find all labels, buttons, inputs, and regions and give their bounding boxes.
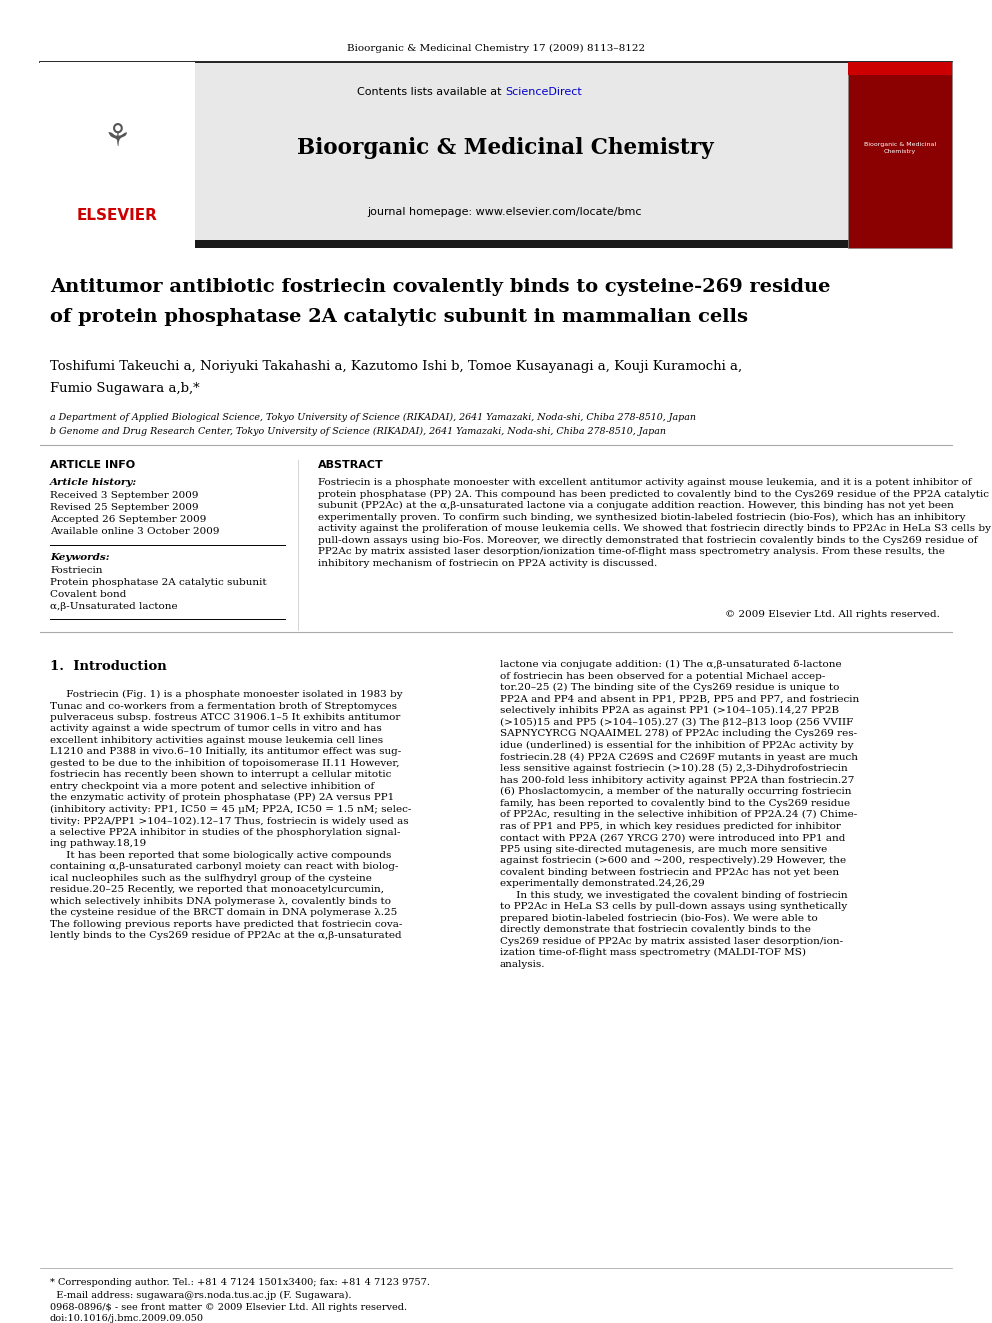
Text: Fostriecin (Fig. 1) is a phosphate monoester isolated in 1983 by
Tunac and co-wo: Fostriecin (Fig. 1) is a phosphate monoe… (50, 691, 412, 941)
Bar (40, 62, 952, 247)
Text: lactone via conjugate addition: (1) The α,β-unsaturated δ-lactone
of fostriecin : lactone via conjugate addition: (1) The … (500, 660, 859, 968)
Text: ⚘: ⚘ (103, 123, 131, 152)
Bar (40, 62, 195, 247)
Text: Contents lists available at: Contents lists available at (357, 87, 505, 97)
Text: Article history:: Article history: (50, 478, 137, 487)
Text: Received 3 September 2009: Received 3 September 2009 (50, 491, 198, 500)
Text: Accepted 26 September 2009: Accepted 26 September 2009 (50, 515, 206, 524)
Bar (40, 239, 952, 247)
Text: E-mail address: sugawara@rs.noda.tus.ac.jp (F. Sugawara).: E-mail address: sugawara@rs.noda.tus.ac.… (50, 1291, 351, 1301)
Text: Bioorganic & Medicinal Chemistry 17 (2009) 8113–8122: Bioorganic & Medicinal Chemistry 17 (200… (347, 44, 645, 53)
Bar (848, 62, 952, 247)
Text: Fostriecin: Fostriecin (50, 566, 102, 576)
Text: a Department of Applied Biological Science, Tokyo University of Science (RIKADAI: a Department of Applied Biological Scien… (50, 413, 696, 422)
Text: journal homepage: www.elsevier.com/locate/bmc: journal homepage: www.elsevier.com/locat… (368, 206, 642, 217)
Text: Revised 25 September 2009: Revised 25 September 2009 (50, 503, 198, 512)
Text: Fumio Sugawara a,b,*: Fumio Sugawara a,b,* (50, 382, 199, 396)
Text: of protein phosphatase 2A catalytic subunit in mammalian cells: of protein phosphatase 2A catalytic subu… (50, 308, 748, 325)
Text: Available online 3 October 2009: Available online 3 October 2009 (50, 527, 219, 536)
Bar (848, 62, 952, 75)
Text: * Corresponding author. Tel.: +81 4 7124 1501x3400; fax: +81 4 7123 9757.: * Corresponding author. Tel.: +81 4 7124… (50, 1278, 430, 1287)
Text: b Genome and Drug Research Center, Tokyo University of Science (RIKADAI), 2641 Y: b Genome and Drug Research Center, Tokyo… (50, 427, 666, 437)
Text: ABSTRACT: ABSTRACT (318, 460, 384, 470)
Text: Toshifumi Takeuchi a, Noriyuki Takahashi a, Kazutomo Ishi b, Tomoe Kusayanagi a,: Toshifumi Takeuchi a, Noriyuki Takahashi… (50, 360, 742, 373)
Text: Antitumor antibiotic fostriecin covalently binds to cysteine-269 residue: Antitumor antibiotic fostriecin covalent… (50, 278, 830, 296)
Text: Bioorganic & Medicinal
Chemistry: Bioorganic & Medicinal Chemistry (864, 143, 936, 153)
Text: α,β-Unsaturated lactone: α,β-Unsaturated lactone (50, 602, 178, 611)
Text: doi:10.1016/j.bmc.2009.09.050: doi:10.1016/j.bmc.2009.09.050 (50, 1314, 204, 1323)
Text: Protein phosphatase 2A catalytic subunit: Protein phosphatase 2A catalytic subunit (50, 578, 267, 587)
Text: ARTICLE INFO: ARTICLE INFO (50, 460, 135, 470)
Text: 0968-0896/$ - see front matter © 2009 Elsevier Ltd. All rights reserved.: 0968-0896/$ - see front matter © 2009 El… (50, 1303, 407, 1312)
Text: Keywords:: Keywords: (50, 553, 110, 562)
Text: ELSEVIER: ELSEVIER (76, 208, 158, 222)
Text: ScienceDirect: ScienceDirect (505, 87, 581, 97)
Text: Covalent bond: Covalent bond (50, 590, 126, 599)
Text: © 2009 Elsevier Ltd. All rights reserved.: © 2009 Elsevier Ltd. All rights reserved… (725, 610, 940, 619)
Text: Fostriecin is a phosphate monoester with excellent antitumor activity against mo: Fostriecin is a phosphate monoester with… (318, 478, 991, 568)
Text: Bioorganic & Medicinal Chemistry: Bioorganic & Medicinal Chemistry (297, 138, 713, 159)
Text: 1.  Introduction: 1. Introduction (50, 660, 167, 673)
